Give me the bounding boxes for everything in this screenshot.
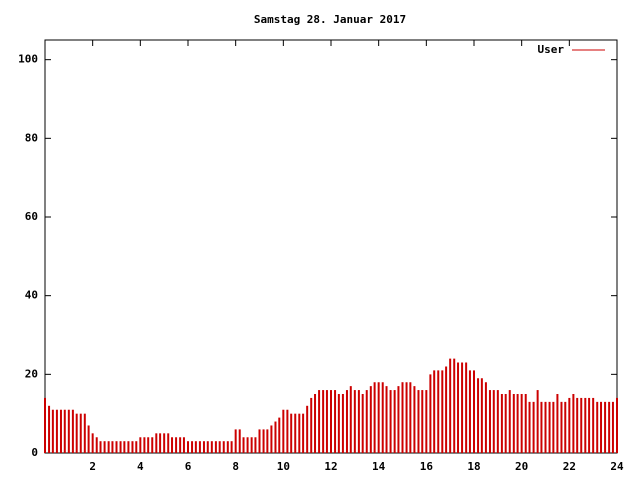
x-tick-label: 12 xyxy=(324,460,337,473)
x-tick-label: 6 xyxy=(185,460,192,473)
y-tick-label: 60 xyxy=(25,210,38,223)
x-tick-label: 8 xyxy=(232,460,239,473)
y-tick-label: 20 xyxy=(25,367,38,380)
y-tick-label: 100 xyxy=(18,53,38,66)
x-tick-label: 20 xyxy=(515,460,528,473)
chart-title: Samstag 28. Januar 2017 xyxy=(254,13,406,26)
y-tick-label: 80 xyxy=(25,131,38,144)
y-tick-label: 0 xyxy=(31,446,38,459)
x-tick-label: 14 xyxy=(372,460,386,473)
x-tick-label: 22 xyxy=(563,460,576,473)
x-tick-label: 2 xyxy=(89,460,96,473)
x-tick-label: 18 xyxy=(467,460,480,473)
y-tick-label: 40 xyxy=(25,289,38,302)
x-tick-label: 4 xyxy=(137,460,144,473)
x-tick-label: 16 xyxy=(420,460,434,473)
legend-label: User xyxy=(538,43,565,56)
x-tick-label: 24 xyxy=(610,460,624,473)
x-tick-label: 10 xyxy=(277,460,290,473)
